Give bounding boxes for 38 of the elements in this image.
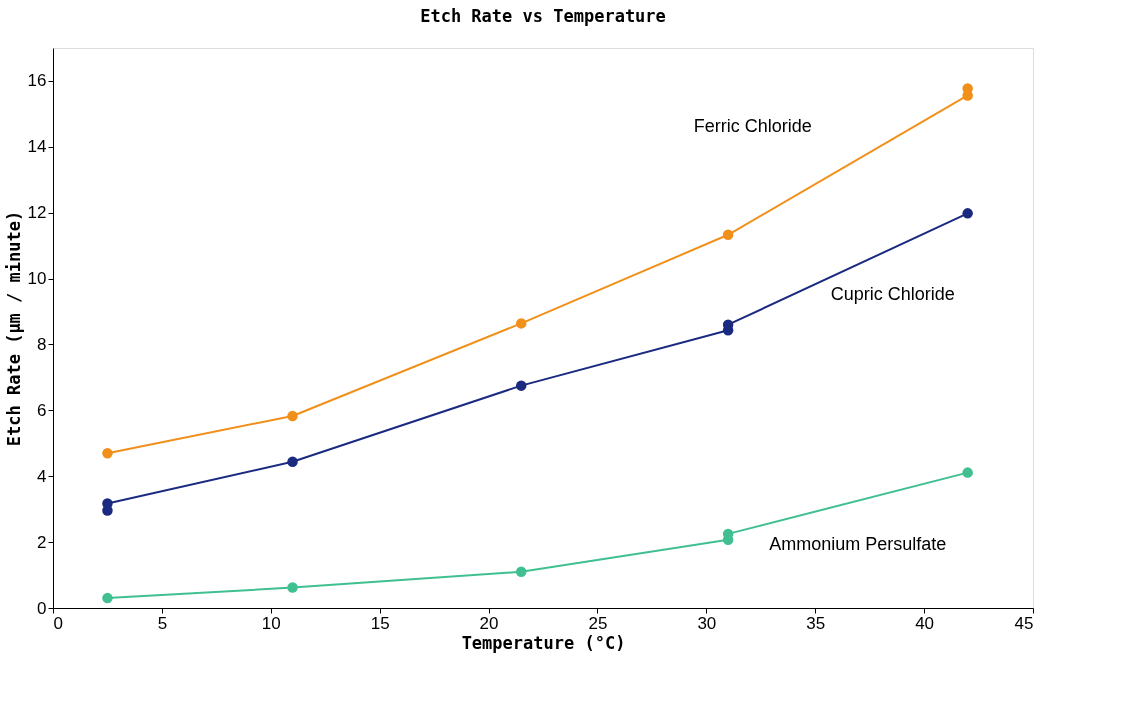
point [102,498,113,509]
x-tick-label: 40 [915,613,935,633]
y-axis-title: Etch Rate (µm / minute) [3,210,24,447]
point [102,447,113,459]
x-tick-label: 15 [370,613,390,633]
series-label: Ammonium Persulfate [769,533,947,554]
y-tick-label: 0 [37,598,47,618]
y-tick-label: 10 [27,269,47,289]
point [515,380,527,391]
chart-title: Etch Rate vs Temperature [420,6,666,26]
y-tick-label: 8 [37,334,47,354]
x-tick-label: 20 [479,613,499,633]
x-tick-label: 10 [261,613,281,633]
x-tick-label: 25 [588,613,608,633]
y-tick-label: 6 [37,400,47,420]
y-tick-label: 4 [37,466,47,486]
y-tick-label: 14 [27,137,47,157]
x-tick-label: 5 [157,613,168,633]
point [287,456,298,467]
text: Ferric Chloride [693,115,812,136]
y-tick-label: 16 [27,71,47,91]
x-tick-label: 0 [53,613,63,633]
point [722,229,734,241]
series-label: Cupric Chloride [830,284,955,305]
x-tick-label: 45 [1014,613,1034,633]
y-tick-label: 2 [37,532,47,552]
x-tick-label: 35 [806,613,826,633]
x-axis-title: Temperature (°C) [461,632,626,653]
point [287,582,298,593]
x-tick-label: 30 [697,613,717,633]
point [515,566,527,577]
point [962,467,973,478]
point [515,318,527,329]
point [287,410,298,422]
point [962,208,973,219]
point [962,83,973,94]
y-tick-label: 12 [27,203,47,223]
point [102,592,113,604]
